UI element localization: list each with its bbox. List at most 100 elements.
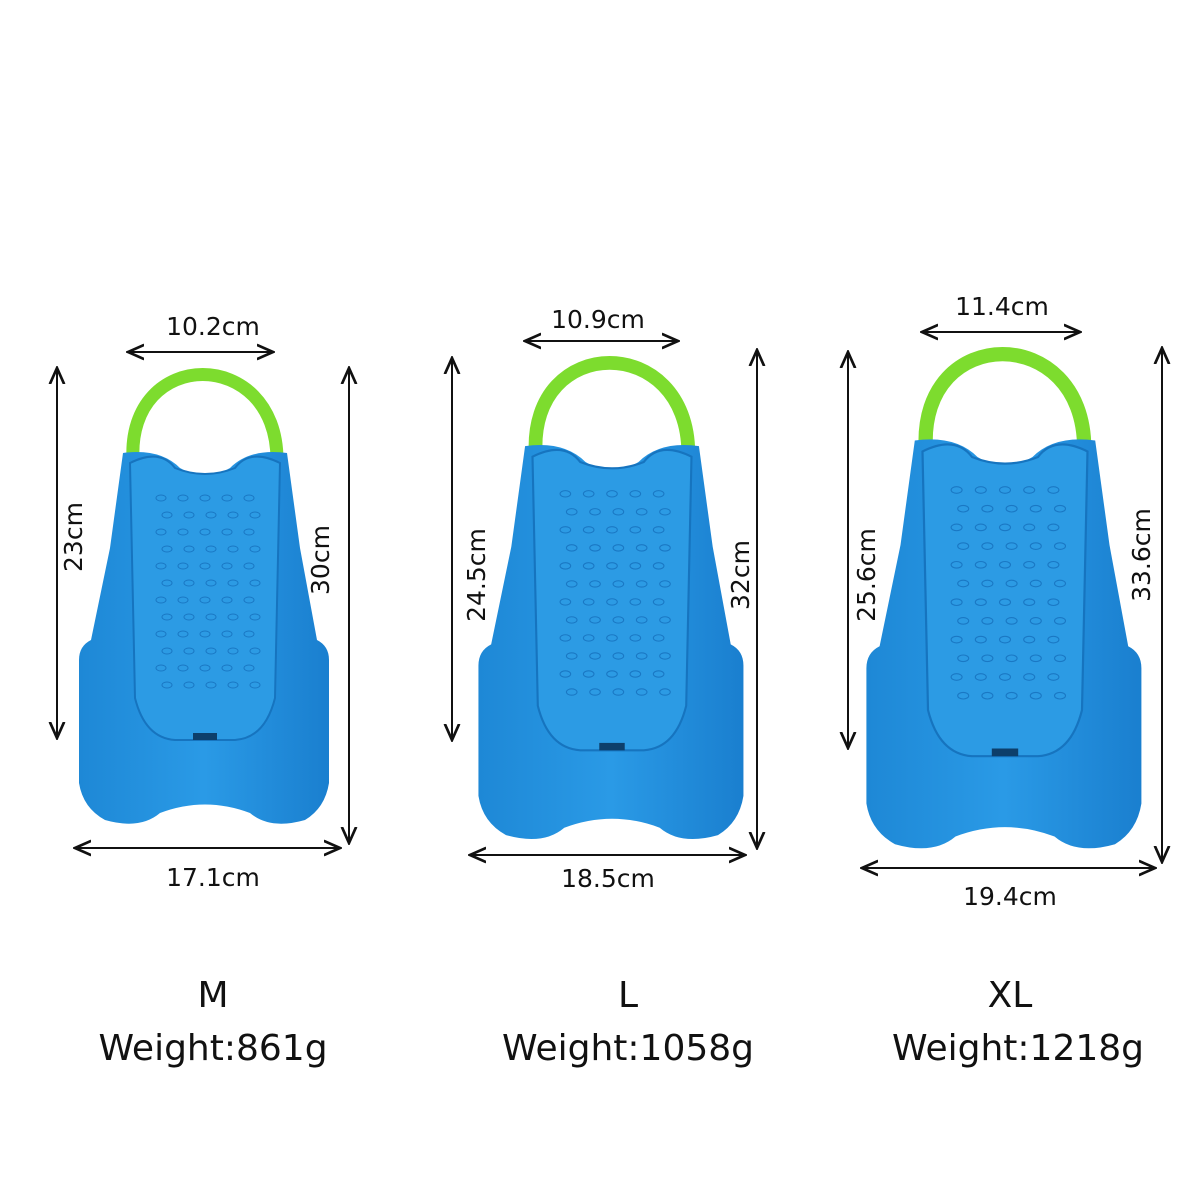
texture-dot (659, 544, 671, 552)
texture-dot (612, 688, 625, 696)
texture-dot (950, 635, 963, 644)
texture-dot (183, 681, 195, 689)
texture-dot (589, 652, 601, 660)
texture-dot (1053, 542, 1067, 550)
texture-dot (227, 579, 239, 587)
texture-dot (155, 562, 167, 570)
texture-dot (249, 545, 261, 553)
texture-dot (155, 596, 167, 604)
texture-dot (582, 490, 595, 498)
foot-height-label: 23cm (59, 502, 88, 572)
texture-dot (161, 579, 173, 587)
texture-dot (652, 598, 665, 606)
texture-dot (243, 562, 255, 570)
texture-dot (635, 544, 648, 552)
texture-dot (565, 508, 578, 516)
texture-dot (957, 654, 970, 663)
texture-dot (183, 511, 195, 519)
texture-dot (950, 598, 963, 607)
foot-height-label: 25.6cm (852, 528, 881, 622)
texture-dot (249, 511, 261, 519)
texture-dot (161, 647, 173, 655)
texture-dot (177, 596, 189, 604)
texture-dot (635, 580, 648, 588)
texture-dot (981, 617, 994, 625)
texture-dot (629, 526, 642, 534)
texture-dot (565, 544, 578, 552)
total-height-label: 30cm (306, 525, 335, 595)
texture-dot (635, 616, 648, 624)
texture-dot (606, 634, 618, 642)
size-name: L (618, 975, 638, 1016)
fin (79, 368, 329, 824)
texture-dot (981, 654, 994, 663)
texture-dot (243, 664, 255, 672)
top-width-label: 10.2cm (166, 312, 260, 341)
texture-dot (606, 490, 618, 498)
texture-dot (950, 673, 963, 681)
fin (866, 347, 1142, 849)
texture-dot (1023, 523, 1036, 532)
texture-dot (659, 508, 671, 516)
texture-dot (998, 673, 1012, 681)
texture-dot (1023, 635, 1036, 644)
texture-dot (155, 630, 167, 638)
texture-dot (998, 560, 1012, 569)
texture-dot (589, 616, 601, 624)
texture-dot (565, 616, 578, 624)
texture-dot (161, 681, 173, 689)
weight: Weight:1058g (502, 1028, 754, 1069)
texture-dot (177, 562, 189, 570)
size-name: XL (988, 975, 1033, 1016)
texture-dot (1005, 542, 1018, 550)
texture-dot (1053, 617, 1067, 625)
texture-dot (629, 562, 642, 570)
texture-dot (249, 579, 261, 587)
texture-dot (981, 504, 994, 513)
texture-dot (582, 562, 595, 570)
texture-dot (659, 652, 671, 660)
total-height-label: 33.6cm (1127, 508, 1156, 602)
texture-dot (957, 542, 970, 550)
texture-dot (205, 545, 217, 553)
texture-dot (981, 542, 994, 550)
texture-dot (205, 511, 217, 519)
weight: Weight:1218g (892, 1028, 1144, 1069)
foot-height-label: 24.5cm (462, 528, 491, 622)
texture-dot (177, 494, 189, 502)
texture-dot (183, 647, 195, 655)
texture-dot (1029, 654, 1042, 663)
texture-dot (981, 691, 994, 700)
texture-dot (589, 544, 601, 552)
texture-dot (177, 664, 189, 672)
texture-dot (635, 508, 648, 516)
bottom-width-label: 18.5cm (561, 864, 655, 893)
texture-dot (612, 652, 625, 660)
texture-dot (612, 616, 625, 624)
foot-pocket (128, 455, 282, 741)
texture-dot (221, 562, 233, 570)
texture-dot (659, 580, 671, 588)
texture-dot (1023, 598, 1036, 607)
texture-dot (1029, 579, 1042, 588)
texture-dot (629, 490, 642, 498)
texture-dot (199, 562, 211, 570)
texture-dot (559, 634, 572, 642)
texture-dot (565, 652, 578, 660)
texture-dot (565, 688, 578, 696)
texture-dot (981, 579, 994, 588)
fin-strap (528, 356, 696, 454)
texture-dot (221, 494, 233, 502)
texture-dot (183, 545, 195, 553)
texture-dot (606, 598, 618, 606)
texture-dot (221, 664, 233, 672)
texture-dot (582, 634, 595, 642)
bottom-width-label: 17.1cm (166, 863, 260, 892)
fin (478, 356, 744, 840)
texture-dot (155, 528, 167, 536)
fin-strap (918, 347, 1092, 449)
heel-slot (991, 748, 1019, 757)
texture-dot (249, 613, 261, 621)
texture-dot (1047, 486, 1060, 494)
texture-dot (957, 579, 970, 588)
